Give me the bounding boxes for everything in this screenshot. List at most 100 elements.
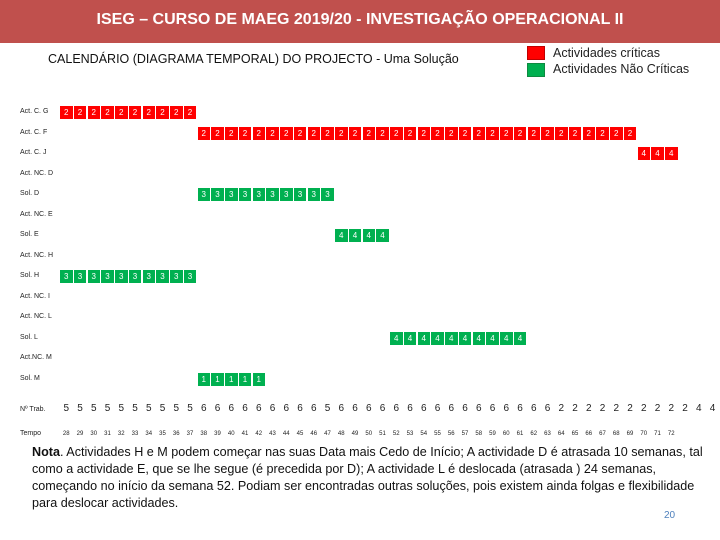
schedule-cell: 3 [266,188,279,201]
schedule-cell: 3 [115,270,128,283]
workers-count: 2 [668,403,675,414]
schedule-cell: 2 [623,126,637,140]
row-label: Sol. H [20,272,40,279]
chart-subtitle: CALENDÁRIO (DIAGRAMA TEMPORAL) DO PROJEC… [48,52,459,66]
workers-count: 2 [585,403,592,414]
schedule-cell: 3 [142,270,155,283]
week-number: 30 [90,431,98,437]
schedule-cell: 2 [417,126,430,140]
workers-count: 6 [530,403,537,414]
schedule-cell: 2 [513,126,527,140]
schedule-cell: 2 [225,126,238,140]
week-number: 56 [447,431,455,437]
schedule-cell: 2 [610,126,623,140]
schedule-cell: 3 [60,270,73,283]
workers-count: 4 [695,403,702,414]
week-number: 49 [351,431,359,437]
schedule-cell: 3 [197,188,210,201]
schedule-cell: 2 [362,126,375,140]
row-label: Act. C. F [20,128,48,136]
schedule-cell: 2 [266,126,279,140]
workers-count: 5 [145,403,152,414]
workers-count: 6 [365,403,372,414]
workers-count: 2 [558,403,565,414]
schedule-cell: 2 [445,126,458,140]
workers-count: 6 [352,403,358,414]
week-number: 58 [475,431,483,437]
schedule-cell: 3 [183,270,197,283]
schedule-cell: 2 [183,106,197,119]
week-number: 59 [489,431,496,437]
schedule-cell: 4 [376,229,389,242]
workers-count: 6 [489,403,496,414]
week-number: 64 [557,431,565,437]
week-number: 65 [571,431,579,437]
workers-count: 5 [104,403,111,414]
week-number: 50 [365,431,373,437]
row-label: Sol. E [20,231,39,238]
workers-count: 5 [173,403,180,414]
workers-count: 6 [420,403,427,414]
schedule-cell: 2 [390,126,403,140]
schedule-cell: 3 [280,188,293,201]
row-label: Sol. L [20,333,38,341]
schedule-cell: 2 [60,106,73,119]
week-number: 53 [406,431,414,437]
week-number: 35 [159,431,166,437]
schedule-cell: 2 [568,126,582,140]
schedule-cell: 4 [500,331,513,345]
week-number: 39 [214,431,221,437]
week-number: 57 [461,431,469,437]
schedule-cell: 2 [431,126,444,140]
schedule-cell: 2 [197,126,210,140]
week-number: 34 [145,431,153,437]
workers-count: 6 [269,403,276,414]
week-number: 72 [667,431,675,437]
schedule-cell: 4 [637,147,650,160]
schedule-cell: 2 [280,126,293,140]
workers-count: 6 [475,403,482,414]
schedule-cell: 4 [335,229,348,242]
schedule-cell: 3 [321,188,334,201]
week-number: 48 [337,431,345,437]
schedule-cell: 3 [252,188,265,201]
slide-title: ISEG – CURSO DE MAEG 2019/20 - INVESTIGA… [96,11,624,28]
workers-count: 6 [242,403,248,414]
workers-count: 6 [448,403,455,414]
footnote-bold: Nota [32,445,60,459]
row-label: Act. NC. E [20,210,53,218]
week-number: 42 [255,431,263,437]
legend-critical-swatch [527,46,545,60]
row-label: Act. C. G [20,108,49,115]
workers-count: 5 [118,403,125,414]
row-label: Sol. D [20,190,40,197]
week-number: 29 [76,431,84,437]
row-label: Act. NC. L [20,313,52,320]
week-number: 32 [117,431,125,437]
week-number: 33 [131,431,139,437]
schedule-cell: 2 [252,126,265,140]
schedule-cell: 4 [513,331,527,345]
schedule-cell: 2 [376,126,389,140]
week-number: 28 [62,431,70,437]
schedule-cell: 4 [390,331,403,345]
legend-critical-label: Actividades críticas [553,46,660,60]
week-number: 66 [585,431,593,437]
schedule-cell: 4 [417,331,430,345]
schedule-cell: 2 [527,126,540,140]
week-number: 71 [654,431,661,437]
week-number: 43 [269,431,276,437]
week-number: 68 [612,431,620,437]
workers-count: 2 [572,403,578,414]
schedule-cell: 1 [238,372,252,386]
week-number: 40 [227,431,235,437]
legend-non-critical-swatch [527,63,545,77]
page-number: 20 [664,510,676,521]
workers-count: 6 [462,403,468,414]
schedule-cell: 3 [128,270,142,283]
schedule-cell: 4 [362,229,375,242]
week-number: 46 [310,431,318,437]
workers-count: 6 [310,403,317,414]
schedule-cell: 2 [403,126,417,140]
week-number: 41 [241,431,249,437]
